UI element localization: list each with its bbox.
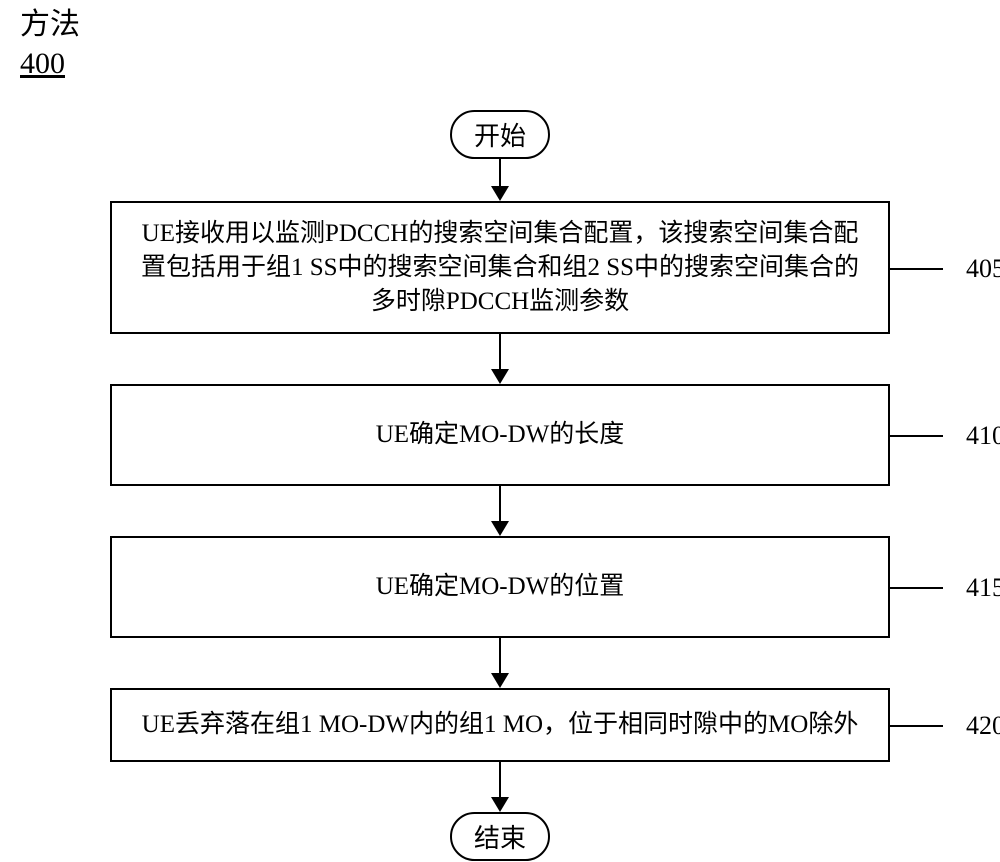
connector-line — [890, 268, 943, 270]
step-row: UE接收用以监测PDCCH的搜索空间集合配置，该搜索空间集合配置包括用于组1 S… — [75, 201, 925, 334]
start-terminal: 开始 — [450, 110, 550, 159]
arrow-icon — [491, 638, 509, 688]
connector-line — [890, 435, 943, 437]
header-title: 方法 — [20, 5, 80, 44]
connector-line — [890, 725, 943, 727]
arrow-icon — [491, 486, 509, 536]
header-number: 400 — [20, 44, 80, 83]
canvas: 方法 400 开始 UE接收用以监测PDCCH的搜索空间集合配置，该搜索空间集合… — [0, 0, 1000, 862]
step-box: UE确定MO-DW的位置 — [110, 536, 890, 638]
step-number-label: 420 — [966, 711, 1000, 741]
step-box: UE确定MO-DW的长度 — [110, 384, 890, 486]
arrow-icon — [491, 334, 509, 384]
step-number-label: 410 — [966, 421, 1000, 451]
step-row: UE丢弃落在组1 MO-DW内的组1 MO，位于相同时隙中的MO除外 420 — [75, 688, 925, 762]
connector-line — [890, 587, 943, 589]
step-number-label: 415 — [966, 573, 1000, 603]
step-number-label: 405 — [966, 254, 1000, 284]
arrow-icon — [491, 159, 509, 201]
arrow-icon — [491, 762, 509, 812]
step-row: UE确定MO-DW的长度 410 — [75, 384, 925, 486]
step-box: UE接收用以监测PDCCH的搜索空间集合配置，该搜索空间集合配置包括用于组1 S… — [110, 201, 890, 334]
end-terminal: 结束 — [450, 812, 550, 861]
step-box: UE丢弃落在组1 MO-DW内的组1 MO，位于相同时隙中的MO除外 — [110, 688, 890, 762]
flowchart: 开始 UE接收用以监测PDCCH的搜索空间集合配置，该搜索空间集合配置包括用于组… — [75, 110, 925, 861]
step-row: UE确定MO-DW的位置 415 — [75, 536, 925, 638]
diagram-header: 方法 400 — [20, 5, 80, 83]
